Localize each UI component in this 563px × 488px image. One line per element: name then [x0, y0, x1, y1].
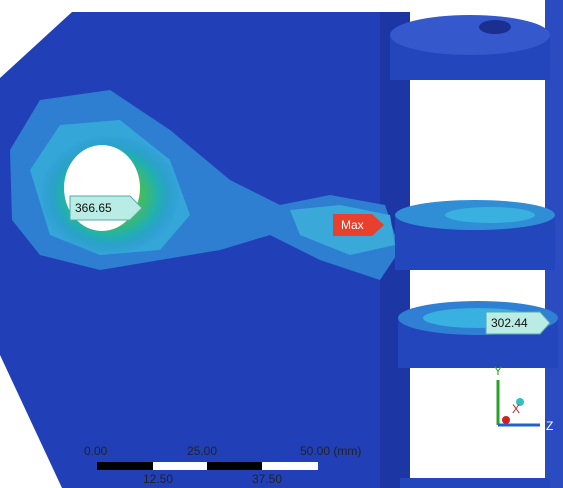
scale-label: 0.00 — [84, 444, 108, 458]
scale-segment — [262, 462, 318, 470]
scale-label: 12.50 — [143, 472, 173, 486]
scale-segment — [97, 462, 153, 470]
y-axis-label: Y — [494, 364, 502, 378]
x-axis-arrow — [502, 416, 510, 424]
probe-label: 302.44 — [491, 316, 528, 330]
ring — [390, 15, 550, 80]
z-axis-label: Z — [546, 419, 553, 433]
ring-hole — [445, 207, 535, 223]
probe-label: 366.65 — [75, 201, 112, 215]
ring — [395, 200, 555, 270]
x-axis-label: X — [512, 402, 520, 416]
ring-side — [400, 478, 550, 488]
probe: 302.44 — [486, 312, 550, 334]
fea-view: 366.65 Max 302.44 Y X Z 0.00 25.00 50.00… — [0, 0, 563, 488]
scale-label: 50.00 (mm) — [300, 444, 361, 458]
scale-segment — [153, 462, 207, 470]
scale-label: 25.00 — [187, 444, 217, 458]
scale-label: 37.50 — [252, 472, 282, 486]
scale-segment — [207, 462, 262, 470]
ring-top — [390, 15, 550, 55]
probe: 366.65 — [70, 196, 142, 220]
ring-hole — [479, 20, 511, 34]
probe-label: Max — [341, 218, 364, 232]
